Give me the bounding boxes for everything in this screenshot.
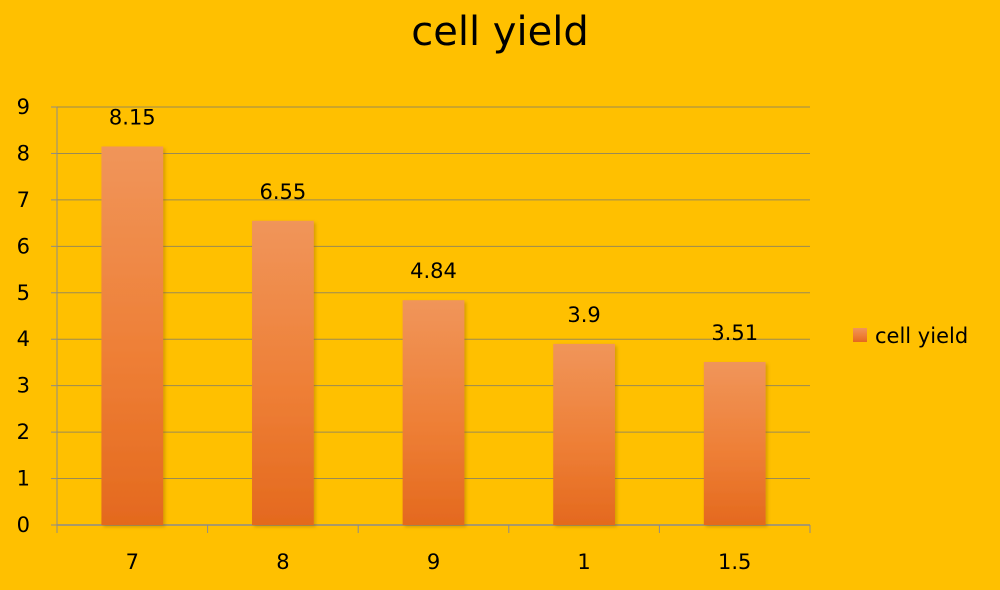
x-tick-label: 8: [276, 550, 289, 574]
legend-swatch: [853, 328, 867, 342]
y-tick-label: 1: [17, 467, 30, 491]
bars: [101, 146, 766, 526]
data-labels: 8.15 6.55 4.84 3.9 3.51: [109, 105, 758, 345]
axes: 0 1 2 3 4 5 6 7 8 9 7 8 9 1 1.5: [17, 95, 811, 574]
data-label: 4.84: [410, 259, 457, 283]
bar-1.5: [703, 361, 766, 525]
bar-7: [101, 146, 164, 525]
data-label: 3.51: [711, 321, 758, 345]
data-label: 8.15: [109, 105, 156, 129]
data-label: 3.9: [567, 303, 600, 327]
y-tick-label: 6: [17, 234, 30, 258]
chart-title: cell yield: [411, 9, 589, 55]
y-tick-label: 3: [17, 374, 30, 398]
data-label: 6.55: [260, 180, 307, 204]
legend-label: cell yield: [875, 324, 968, 348]
y-tick-label: 2: [17, 420, 30, 444]
y-tick-label: 9: [17, 95, 30, 119]
x-tick-label: 1.5: [718, 550, 751, 574]
y-tick-label: 7: [17, 188, 30, 212]
bar-8: [252, 220, 314, 526]
y-tick-label: 4: [17, 327, 30, 351]
bar-9: [402, 300, 465, 525]
y-tick-label: 5: [17, 281, 30, 305]
x-tick-label: 7: [126, 550, 139, 574]
legend: cell yield: [853, 324, 968, 348]
x-tick-label: 9: [427, 550, 440, 574]
bar-1: [553, 343, 615, 525]
y-tick-label: 0: [17, 513, 30, 537]
y-tick-label: 8: [17, 141, 30, 165]
x-tick-label: 1: [577, 550, 590, 574]
